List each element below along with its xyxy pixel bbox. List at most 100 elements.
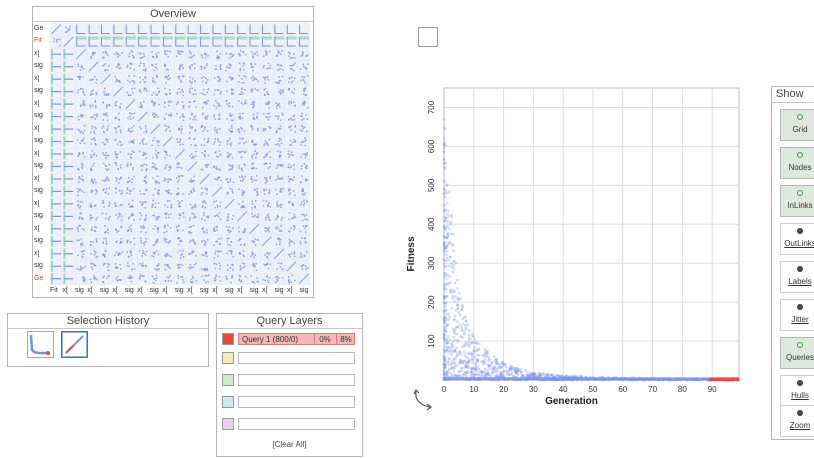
query-layer-field[interactable]: Query 1 (800/0) 0% 8% bbox=[238, 333, 355, 345]
show-queries-toggle[interactable]: Queries bbox=[780, 337, 814, 369]
scatter-point bbox=[535, 375, 539, 379]
overview-cell bbox=[211, 148, 224, 160]
scatter-point bbox=[459, 358, 462, 362]
query-layer-field[interactable] bbox=[238, 374, 355, 386]
query-layer-swatch[interactable] bbox=[222, 396, 234, 408]
scatter-point bbox=[457, 373, 460, 377]
overview-cell bbox=[50, 135, 63, 148]
overview-cell bbox=[186, 60, 199, 73]
overview-cell bbox=[248, 135, 261, 148]
overview-cell bbox=[62, 35, 75, 48]
scatter-point bbox=[483, 374, 487, 377]
overview-cell bbox=[223, 85, 236, 98]
overview-cell bbox=[223, 185, 236, 198]
query-layer-row[interactable] bbox=[222, 352, 355, 366]
scatter-point bbox=[516, 369, 519, 372]
toggle-dot-icon bbox=[797, 380, 803, 386]
scatter-point bbox=[463, 316, 466, 319]
query-layer-field[interactable] bbox=[238, 352, 355, 364]
scatter-point bbox=[459, 297, 462, 300]
overview-cell bbox=[149, 197, 162, 210]
overview-cell bbox=[136, 148, 149, 160]
overview-cell bbox=[223, 60, 236, 73]
overview-cell bbox=[50, 60, 63, 73]
scatter-point bbox=[490, 361, 494, 364]
history-thumbnail-1[interactable] bbox=[27, 331, 54, 358]
query-layer-swatch[interactable] bbox=[222, 374, 234, 386]
scatter-point bbox=[453, 281, 457, 285]
scatter-point bbox=[473, 338, 476, 341]
scatter-point bbox=[477, 347, 480, 351]
overview-row-label: Fit bbox=[34, 37, 42, 45]
overview-cell bbox=[87, 35, 100, 48]
scatter-point bbox=[500, 372, 503, 376]
overview-row-label: sig bbox=[34, 112, 43, 120]
clear-all-button[interactable]: [Clear All] bbox=[272, 440, 307, 449]
scatter-point bbox=[443, 320, 446, 323]
overview-cell bbox=[211, 135, 224, 148]
overview-cell bbox=[62, 160, 75, 173]
show-inlinks-toggle[interactable]: InLinks bbox=[780, 185, 814, 217]
scatter-point bbox=[496, 366, 500, 370]
show-labels-toggle[interactable]: Labels bbox=[780, 261, 814, 293]
query-layer-swatch[interactable] bbox=[222, 333, 234, 345]
query-layer-field[interactable] bbox=[238, 396, 355, 408]
scatter-point bbox=[555, 374, 559, 377]
scatter-point bbox=[475, 372, 479, 375]
color-box[interactable] bbox=[418, 27, 438, 47]
overview-cell bbox=[136, 123, 149, 136]
scatter-point bbox=[511, 374, 514, 377]
overview-cell bbox=[235, 222, 248, 235]
overview-cell bbox=[99, 98, 112, 111]
scatter-point bbox=[463, 333, 466, 336]
rotate-icon[interactable] bbox=[412, 388, 434, 412]
scatter-point bbox=[450, 353, 453, 356]
scatter-point bbox=[476, 365, 480, 368]
query-layer-row[interactable] bbox=[222, 396, 355, 410]
show-outlinks-toggle[interactable]: OutLinks bbox=[780, 223, 814, 255]
scatter-point bbox=[442, 316, 446, 320]
scatter-point bbox=[455, 374, 459, 378]
overview-cell bbox=[198, 98, 211, 111]
scatter-point bbox=[457, 375, 460, 379]
overview-cell bbox=[211, 160, 224, 173]
scatter-point bbox=[447, 281, 450, 285]
overview-cell bbox=[235, 110, 248, 123]
query-layer-field[interactable] bbox=[238, 418, 355, 430]
scatter-point bbox=[524, 369, 527, 372]
query-layer-row[interactable]: Query 1 (800/0) 0% 8% bbox=[222, 333, 355, 347]
scatter-point bbox=[521, 375, 524, 378]
scatter-point bbox=[445, 191, 449, 195]
scatter-point bbox=[529, 373, 532, 377]
overview-cell bbox=[99, 85, 112, 98]
overview-cell bbox=[198, 60, 211, 73]
query-layer-row[interactable] bbox=[222, 418, 355, 432]
x-tick-label: 90 bbox=[708, 385, 717, 394]
scatter-point bbox=[445, 295, 449, 298]
overview-cell bbox=[124, 73, 137, 86]
query-layer-swatch[interactable] bbox=[222, 352, 234, 364]
scatter-point bbox=[454, 374, 457, 377]
show-nodes-toggle[interactable]: Nodes bbox=[780, 147, 814, 179]
main-scatter-plot[interactable]: 0 10 20 30 40 50 60 70 80 90 100 200 300 400 500 600 700… bbox=[404, 80, 749, 415]
overview-cell bbox=[198, 210, 211, 223]
show-zoom-toggle[interactable]: Zoom bbox=[780, 405, 814, 437]
scatter-point bbox=[443, 272, 447, 275]
overview-col-label: x[ bbox=[62, 287, 68, 294]
overview-cell bbox=[273, 110, 285, 123]
show-hulls-toggle[interactable]: Hulls bbox=[780, 375, 814, 407]
overview-cell bbox=[211, 235, 224, 248]
overview-cell bbox=[248, 123, 261, 136]
overview-cell bbox=[285, 123, 298, 136]
history-thumbnail-2[interactable] bbox=[61, 331, 88, 358]
scatterplot-matrix[interactable] bbox=[50, 23, 310, 285]
overview-cell bbox=[235, 23, 248, 36]
scatter-point bbox=[481, 370, 484, 374]
scatter-point bbox=[574, 375, 577, 378]
scatter-point bbox=[447, 351, 450, 354]
scatter-point bbox=[445, 348, 448, 351]
query-layer-row[interactable] bbox=[222, 374, 355, 388]
show-jitter-toggle[interactable]: Jitter bbox=[780, 299, 814, 331]
show-grid-toggle[interactable]: Grid bbox=[780, 109, 814, 141]
query-layer-swatch[interactable] bbox=[222, 418, 234, 430]
